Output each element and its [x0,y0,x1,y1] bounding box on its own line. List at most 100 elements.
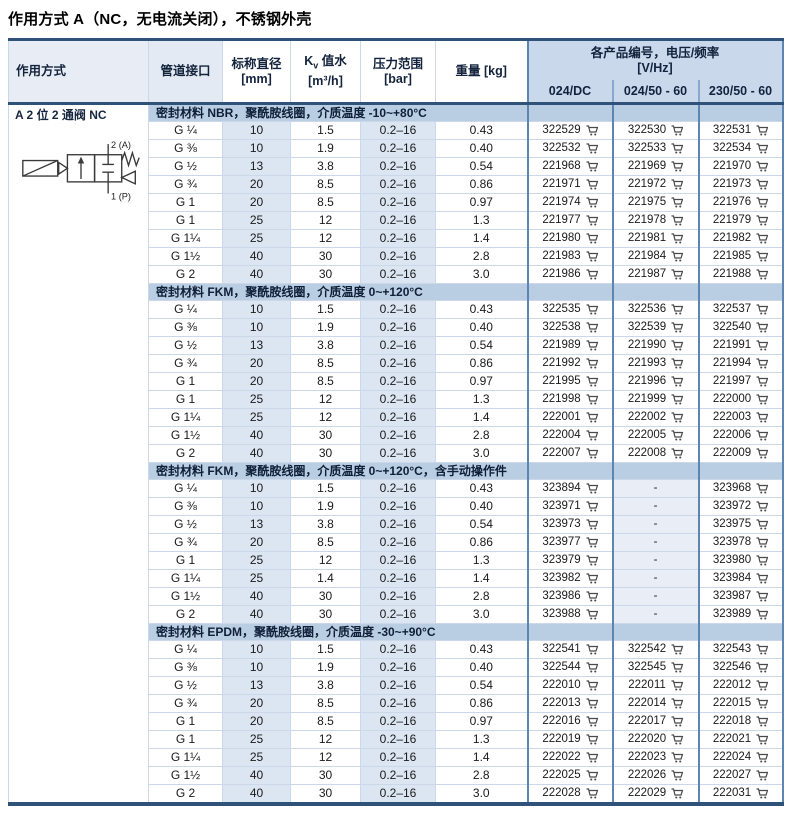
cart-icon[interactable] [756,269,769,280]
cart-icon[interactable] [586,448,598,459]
cart-icon[interactable] [586,179,598,190]
cart-icon[interactable] [586,340,598,351]
product-code-cell[interactable]: 323982 [526,569,613,588]
product-code-cell[interactable]: 323973 [526,515,613,534]
cart-icon[interactable] [756,788,769,799]
cart-icon[interactable] [756,143,769,154]
product-code-cell[interactable]: 322536 [611,300,699,319]
product-code-cell[interactable]: 221996 [611,372,699,391]
cart-icon[interactable] [586,734,598,745]
product-code-cell[interactable]: 221994 [697,354,784,373]
cart-icon[interactable] [586,680,598,691]
cart-icon[interactable] [756,197,769,208]
cart-icon[interactable] [586,394,598,405]
cart-icon[interactable] [586,519,598,530]
cart-icon[interactable] [671,179,684,190]
cart-icon[interactable] [756,412,769,423]
product-code-cell[interactable]: 322541 [526,640,613,659]
cart-icon[interactable] [671,412,684,423]
cart-icon[interactable] [586,501,598,512]
cart-icon[interactable] [756,591,769,602]
cart-icon[interactable] [671,788,684,799]
product-code-cell[interactable]: 221998 [526,390,613,409]
product-code-cell[interactable]: 322538 [526,318,613,337]
product-code-cell[interactable]: 222031 [697,784,784,805]
product-code-cell[interactable]: 221978 [611,211,699,230]
product-code-cell[interactable]: 322542 [611,640,699,659]
product-code-cell[interactable]: 222002 [611,408,699,427]
cart-icon[interactable] [756,644,769,655]
cart-icon[interactable] [756,734,769,745]
cart-icon[interactable] [671,161,684,172]
cart-icon[interactable] [671,143,684,154]
product-code-cell[interactable]: 222026 [611,766,699,785]
product-code-cell[interactable]: 221984 [611,247,699,266]
cart-icon[interactable] [586,644,598,655]
cart-icon[interactable] [756,448,769,459]
product-code-cell[interactable]: 222015 [697,694,784,713]
product-code-cell[interactable]: 222023 [611,748,699,767]
product-code-cell[interactable]: 322546 [697,658,784,677]
product-code-cell[interactable]: 323988 [526,605,613,624]
cart-icon[interactable] [756,573,769,584]
product-code-cell[interactable]: 221976 [697,193,784,212]
cart-icon[interactable] [671,269,684,280]
product-code-cell[interactable]: 221991 [697,336,784,355]
cart-icon[interactable] [586,591,598,602]
product-code-cell[interactable]: 221997 [697,372,784,391]
product-code-cell[interactable]: 222005 [611,426,699,445]
product-code-cell[interactable]: 221982 [697,229,784,248]
product-code-cell[interactable]: 322540 [697,318,784,337]
product-code-cell[interactable]: 221988 [697,265,784,284]
product-code-cell[interactable]: 322532 [526,139,613,158]
cart-icon[interactable] [586,555,598,566]
product-code-cell[interactable]: 323984 [697,569,784,588]
product-code-cell[interactable]: 222012 [697,676,784,695]
cart-icon[interactable] [671,662,684,673]
cart-icon[interactable] [756,662,769,673]
product-code-cell[interactable]: 222019 [526,730,613,749]
product-code-cell[interactable]: 221993 [611,354,699,373]
product-code-cell[interactable]: 322543 [697,640,784,659]
product-code-cell[interactable]: 222013 [526,694,613,713]
cart-icon[interactable] [756,358,769,369]
cart-icon[interactable] [756,161,769,172]
product-code-cell[interactable]: 322535 [526,300,613,319]
cart-icon[interactable] [671,340,684,351]
product-code-cell[interactable]: 323971 [526,497,613,516]
product-code-cell[interactable]: 221972 [611,175,699,194]
product-code-cell[interactable]: 221980 [526,229,613,248]
cart-icon[interactable] [756,394,769,405]
product-code-cell[interactable]: 322537 [697,300,784,319]
cart-icon[interactable] [586,716,598,727]
cart-icon[interactable] [671,752,684,763]
cart-icon[interactable] [671,430,684,441]
product-code-cell[interactable]: 323987 [697,587,784,606]
product-code-cell[interactable]: 222006 [697,426,784,445]
cart-icon[interactable] [586,412,598,423]
cart-icon[interactable] [756,430,769,441]
cart-icon[interactable] [586,143,598,154]
product-code-cell[interactable]: 222027 [697,766,784,785]
product-code-cell[interactable]: 222007 [526,444,613,463]
product-code-cell[interactable]: 221979 [697,211,784,230]
product-code-cell[interactable]: 323894 [526,479,613,498]
product-code-cell[interactable]: 222003 [697,408,784,427]
cart-icon[interactable] [586,125,598,136]
product-code-cell[interactable]: 323980 [697,551,784,570]
product-code-cell[interactable]: 221989 [526,336,613,355]
product-code-cell[interactable]: 322533 [611,139,699,158]
cart-icon[interactable] [756,770,769,781]
cart-icon[interactable] [756,537,769,548]
cart-icon[interactable] [586,251,598,262]
cart-icon[interactable] [586,483,598,494]
cart-icon[interactable] [586,161,598,172]
cart-icon[interactable] [756,233,769,244]
cart-icon[interactable] [756,304,769,315]
cart-icon[interactable] [671,125,684,136]
product-code-cell[interactable]: 323975 [697,515,784,534]
product-code-cell[interactable]: 222001 [526,408,613,427]
cart-icon[interactable] [756,340,769,351]
cart-icon[interactable] [756,519,769,530]
product-code-cell[interactable]: 323972 [697,497,784,516]
